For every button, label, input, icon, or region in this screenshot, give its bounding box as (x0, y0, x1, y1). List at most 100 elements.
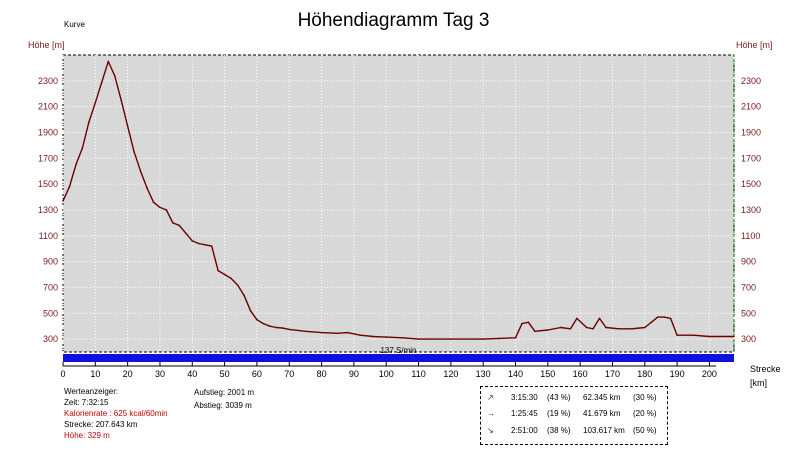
elevation-point (724, 335, 727, 338)
elevation-point (534, 330, 536, 333)
stats-row-level: → 1:25:45 (19 %) 41.679 km (20 %) (481, 409, 667, 423)
elevation-point (569, 327, 572, 330)
up-arrow-icon: ↗ (487, 393, 494, 402)
stats-time: 2:51:00 (511, 426, 538, 435)
y-tick-label: 700 (43, 282, 58, 292)
elevation-point (133, 151, 135, 153)
value-display: Werteanzeiger: Zeit: 7:32:15 Kalorienrat… (64, 386, 168, 441)
elevation-point (676, 334, 678, 337)
stats-row-downhill: ↘ 2:51:00 (38 %) 103.617 km (50 %) (481, 426, 667, 440)
elevation-point (172, 222, 174, 224)
x-tick-label: 60 (252, 369, 262, 379)
elevation-point (336, 332, 339, 335)
y-tick-label-right: 1500 (741, 179, 761, 189)
y-tick-label: 1100 (39, 231, 58, 241)
y-tick-label: 2300 (38, 76, 58, 86)
x-axis-unit: [km] (750, 378, 767, 388)
stats-time: 3:15:30 (511, 393, 538, 402)
elevation-point (197, 242, 200, 245)
elevation-point (269, 325, 271, 327)
stats-time-percent: (43 %) (547, 393, 571, 402)
stats-distance: 41.679 km (583, 409, 621, 418)
x-tick-label: 150 (540, 369, 555, 379)
x-tick-label: 180 (637, 369, 652, 379)
elevation-point (139, 170, 142, 173)
descent-value: Abstieg: 3039 m (194, 401, 252, 410)
y-tick-label: 1300 (38, 205, 58, 215)
x-tick-label: 20 (123, 369, 133, 379)
stats-distance-percent: (20 %) (633, 409, 657, 418)
elevation-point (178, 224, 181, 227)
cadence-bar (63, 354, 734, 362)
x-tick-label: 130 (476, 369, 491, 379)
x-tick-label: 190 (670, 369, 685, 379)
x-tick-label: 100 (379, 369, 394, 379)
elevation-point (120, 99, 122, 101)
stats-distance: 103.617 km (583, 426, 625, 435)
y-tick-label-right: 1900 (741, 127, 761, 137)
elevation-point (243, 294, 245, 296)
stats-time: 1:25:45 (511, 409, 538, 418)
elevation-point (100, 81, 103, 83)
x-tick-label: 0 (60, 369, 65, 379)
time-value: Zeit: 7:32:15 (64, 398, 109, 407)
elevation-point (643, 326, 646, 329)
elevation-point (107, 60, 110, 63)
elevation-point (547, 329, 549, 331)
elevation-point (372, 335, 375, 338)
stats-time-percent: (19 %) (547, 409, 571, 418)
y-tick-label: 500 (43, 308, 58, 318)
y-tick-label-right: 1300 (741, 205, 761, 215)
y-tick-label: 1700 (38, 153, 58, 163)
elevation-point (521, 322, 523, 325)
y-tick-label: 2100 (38, 102, 58, 112)
elevation-point (482, 338, 484, 340)
elevation-point (249, 309, 252, 312)
y-tick-label-right: 1100 (741, 231, 760, 241)
elevation-point (417, 338, 420, 340)
chart-title: Höhendiagramm Tag 3 (297, 10, 490, 31)
segment-stats-box: ↗ 3:15:30 (43 %) 62.345 km (30 %) → 1:25… (480, 386, 668, 445)
elevation-point (708, 335, 711, 338)
value-display-heading: Werteanzeiger: (64, 387, 119, 396)
elevation-point (692, 334, 695, 337)
elevation-point (81, 147, 84, 149)
elevation-point (236, 284, 239, 286)
elevation-point (304, 330, 307, 333)
y-tick-label-right: 2300 (741, 76, 761, 86)
x-tick-label: 80 (317, 369, 327, 379)
elevation-point (62, 200, 64, 202)
elevation-point (498, 337, 501, 340)
elevation-point (126, 125, 129, 127)
elevation-point (605, 326, 607, 329)
x-tick-label: 200 (702, 369, 717, 379)
y-tick-label: 300 (43, 334, 58, 344)
elevation-point (281, 327, 284, 329)
y-tick-label: 1900 (38, 127, 58, 137)
elevation-point (320, 331, 323, 334)
y-axis-label-right: Höhe [m] (736, 40, 773, 50)
elevation-point (113, 74, 116, 77)
elevation-point (68, 185, 71, 188)
calorie-rate-value: Kalorienrate : 625 kcal/60min (64, 409, 168, 418)
elevation-point (656, 316, 659, 318)
level-arrow-icon: → (487, 409, 495, 418)
stats-distance: 62.345 km (583, 393, 621, 402)
elevation-point (401, 336, 404, 339)
ascent-descent-panel: Aufstieg: 2001 m Abstieg: 3039 m (194, 386, 254, 412)
elevation-point (650, 321, 653, 324)
y-tick-label-right: 700 (741, 282, 756, 292)
ascent-value: Aufstieg: 2001 m (194, 388, 255, 397)
stats-row-uphill: ↗ 3:15:30 (43 %) 62.345 km (30 %) (481, 393, 667, 407)
elevation-point (288, 328, 291, 331)
elevation-point (663, 316, 665, 318)
x-axis-label: Strecke (750, 364, 781, 374)
elevation-point (275, 326, 278, 329)
x-tick-label: 90 (349, 369, 359, 379)
y-axis-label-left: Höhe [m] (28, 40, 65, 50)
y-tick-label: 900 (43, 257, 58, 267)
stats-distance-percent: (50 %) (633, 426, 657, 435)
down-arrow-icon: ↘ (487, 426, 494, 435)
elevation-point (559, 326, 562, 329)
